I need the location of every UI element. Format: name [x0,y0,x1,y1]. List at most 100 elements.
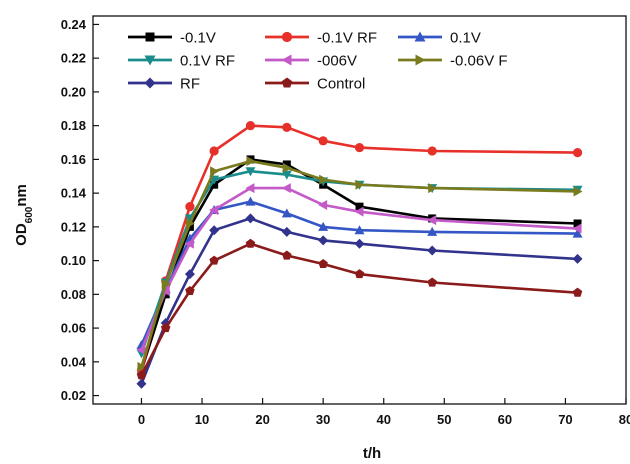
data-point [209,146,219,156]
data-point [185,285,195,296]
y-tick-label: 0.12 [61,219,86,234]
y-tick-label: 0.24 [61,17,87,32]
y-tick-label: 0.22 [61,51,86,66]
legend-marker [414,31,426,42]
data-point [354,269,365,279]
plot-frame [92,15,627,405]
legend-marker [144,55,156,66]
legend-label: 0.1V RF [180,53,235,70]
x-tick-label: 30 [316,412,330,427]
data-point [427,146,437,156]
data-point [160,285,170,296]
data-point [184,269,195,280]
x-tick-label: 40 [376,412,390,427]
legend-label: -006V [317,53,357,70]
data-point [282,160,291,169]
x-tick-label: 0 [138,412,145,427]
legend: -0.1V -0.1V RF 0.1V 0.1V RF -006V -0.06V F RF C… [128,30,508,93]
legend-item: 0.1V RF [128,53,235,70]
data-point [427,245,438,256]
data-point [185,202,195,212]
data-point [354,142,365,153]
series-line [140,242,578,376]
data-point [318,136,328,146]
data-point [427,226,438,236]
data-point [573,219,582,228]
series-line [140,217,578,385]
legend-marker [415,54,426,66]
x-tick-label: 80 [619,412,630,427]
data-point [572,287,583,297]
data-point [427,215,437,226]
legend-label: Control [317,76,365,93]
legend-label: -0.06V F [450,53,508,70]
data-point [572,228,583,238]
data-point [161,279,171,290]
data-point [210,180,219,189]
series-layer [136,121,583,389]
x-tick-label: 10 [195,412,209,427]
data-point [355,202,364,211]
axes: 0 10 20 30 40 50 60 70 80 0.02 0.04 0.06 0.08 0.10 0.1… [61,15,630,427]
data-point [573,186,583,197]
x-tick-label: 70 [558,412,572,427]
data-point [318,235,329,246]
data-point [282,250,292,260]
legend-item: 0.1V [398,30,481,47]
data-point [246,156,256,167]
series-4 [136,183,582,356]
data-point [281,170,292,180]
y-tick-label: 0.18 [61,118,86,133]
data-point [572,223,582,234]
y-axis-title-unit: nm [13,184,30,207]
legend-marker [281,77,293,88]
data-point [281,183,291,194]
legend-item: -0.06V F [398,53,508,70]
series-7 [136,238,583,380]
data-point [209,255,219,265]
data-point [282,122,292,132]
data-point [245,238,256,248]
y-tick-label: 0.10 [61,253,86,268]
y-axis-title: OD600nm [13,184,35,246]
series-line [140,158,578,371]
series-5 [137,156,583,372]
data-point [281,208,292,218]
data-point [281,226,292,237]
y-tick-label: 0.16 [61,152,86,167]
y-axis-title-main: OD [13,223,30,246]
legend-item: Control [265,76,365,93]
data-point [185,218,195,229]
data-point [209,225,220,236]
x-tick-label: 60 [498,412,512,427]
data-point [354,225,365,235]
data-point [245,167,256,177]
legend-item: -0.1V [128,30,216,47]
data-point [572,148,583,158]
data-point [245,121,256,131]
data-point [355,179,365,190]
y-tick-label: 0.04 [61,354,87,369]
data-point [184,238,194,249]
data-point [245,213,256,224]
data-point [354,238,365,249]
data-point [245,183,255,194]
data-point [160,323,171,333]
legend-item: -0.1V RF [265,30,377,47]
data-point [210,166,220,177]
x-tick-label: 20 [255,412,269,427]
legend-marker [281,31,293,43]
legend-label: RF [180,76,200,93]
legend-item: RF [128,76,200,93]
data-point [136,370,147,380]
data-point [209,205,219,215]
series-line [140,200,578,346]
data-point [137,361,147,372]
legend-label: 0.1V [450,30,481,47]
data-point [354,206,364,217]
y-tick-label: 0.20 [61,84,86,99]
legend-marker [144,77,156,89]
data-point [318,221,329,231]
y-tick-label: 0.08 [61,287,86,302]
